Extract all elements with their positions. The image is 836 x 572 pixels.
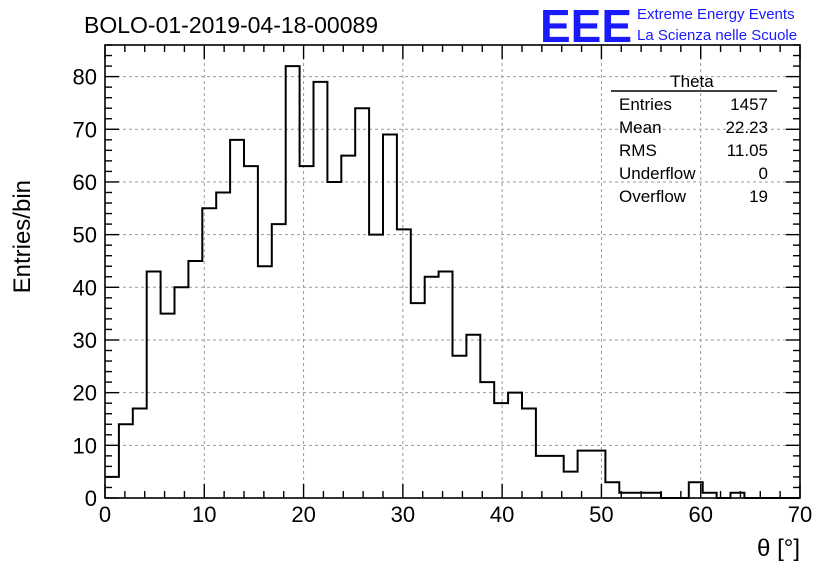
histogram-bin xyxy=(411,303,425,498)
histogram-series xyxy=(105,65,800,499)
histogram-bin xyxy=(188,261,202,498)
histogram-bin xyxy=(341,156,355,498)
histogram-bin xyxy=(522,408,536,498)
grid-lines xyxy=(105,45,800,498)
stats-value: 0 xyxy=(759,164,768,183)
x-tick-label: 60 xyxy=(688,502,712,527)
y-tick-label: 10 xyxy=(73,433,97,458)
x-tick-label: 50 xyxy=(589,502,613,527)
stats-value: 1457 xyxy=(730,95,768,114)
y-tick-label: 20 xyxy=(73,381,97,406)
y-tick-label: 80 xyxy=(73,65,97,90)
stats-value: 22.23 xyxy=(725,118,768,137)
y-tick-label: 60 xyxy=(73,170,97,195)
stats-value: 19 xyxy=(749,187,768,206)
histogram-bin xyxy=(592,451,606,498)
histogram-bin xyxy=(425,277,439,498)
histogram-bin xyxy=(466,335,480,498)
y-tick-labels: 0 10 20 30 40 50 60 70 80 xyxy=(73,65,97,511)
histogram-bin xyxy=(355,108,369,498)
histogram-bin xyxy=(258,266,272,498)
plot-border xyxy=(104,44,801,499)
histogram-bin xyxy=(480,382,494,498)
histogram-outline xyxy=(105,65,800,499)
histogram-bin xyxy=(605,482,619,498)
stats-box: Theta Entries 1457 Mean 22.23 RMS 11.05 Underf… xyxy=(611,72,777,206)
histogram-bin xyxy=(439,272,453,499)
histogram-bin xyxy=(272,224,286,498)
x-tick-label: 40 xyxy=(490,502,514,527)
chart-title: BOLO-01-2019-04-18-00089 xyxy=(84,12,378,38)
histogram-bin xyxy=(383,135,397,498)
x-tick-label: 70 xyxy=(788,502,812,527)
stats-title: Theta xyxy=(670,72,714,91)
logo-line-1: Extreme Energy Events xyxy=(637,6,795,23)
histogram-bin xyxy=(244,166,258,498)
x-tick-labels: 0 10 20 30 40 50 60 70 xyxy=(99,502,812,527)
axis-ticks xyxy=(104,44,801,499)
histogram-bin xyxy=(175,287,189,498)
stats-label: Mean xyxy=(619,118,662,137)
logo-mark: EEE xyxy=(540,0,632,52)
histogram-bin xyxy=(147,272,161,499)
y-tick-label: 0 xyxy=(85,486,97,511)
x-axis-label: θ [°] xyxy=(757,535,800,562)
y-tick-label: 30 xyxy=(73,328,97,353)
histogram-bin xyxy=(494,403,508,498)
histogram-bin xyxy=(564,472,578,498)
y-tick-label: 40 xyxy=(73,275,97,300)
logo-line-2: La Scienza nelle Scuole xyxy=(637,27,797,44)
stats-label: Underflow xyxy=(619,164,696,183)
histogram-bin xyxy=(216,192,230,498)
stats-value: 11.05 xyxy=(727,141,768,160)
histogram-bin xyxy=(536,456,550,498)
y-tick-label: 50 xyxy=(73,223,97,248)
histogram-bin xyxy=(286,66,300,498)
plot-frame xyxy=(104,44,801,499)
histogram-bin xyxy=(300,166,314,498)
stats-label: Overflow xyxy=(619,187,687,206)
histogram-bin xyxy=(230,140,244,498)
x-tick-label: 30 xyxy=(391,502,415,527)
y-tick-label: 70 xyxy=(73,117,97,142)
histogram-bin xyxy=(133,408,147,498)
x-tick-label: 20 xyxy=(291,502,315,527)
stats-label: Entries xyxy=(619,95,672,114)
eee-logo: EEE Extreme Energy Events La Scienza nel… xyxy=(540,0,797,52)
histogram-bin xyxy=(161,314,175,498)
histogram-bin xyxy=(397,229,411,498)
histogram-bin xyxy=(119,424,133,498)
histogram-bin xyxy=(314,82,328,498)
histogram-bin xyxy=(453,356,467,498)
x-tick-label: 0 xyxy=(99,502,111,527)
y-axis-label: Entries/bin xyxy=(9,180,36,293)
histogram-bin xyxy=(369,235,383,498)
stats-label: RMS xyxy=(619,141,657,160)
x-tick-label: 10 xyxy=(192,502,216,527)
histogram-bin xyxy=(578,451,592,498)
